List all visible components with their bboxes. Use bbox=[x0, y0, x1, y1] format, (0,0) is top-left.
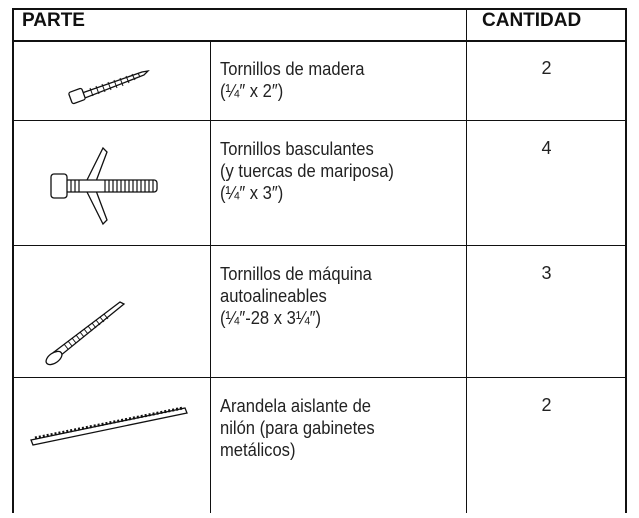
description-line: (¼″-28 x 3¼″) bbox=[220, 308, 322, 328]
border bbox=[12, 245, 627, 246]
quantity: 2 bbox=[541, 58, 552, 78]
border bbox=[12, 120, 627, 121]
quantity: 4 bbox=[541, 138, 552, 158]
description-line: (¼″ x 3″) bbox=[220, 183, 284, 203]
border bbox=[466, 8, 467, 513]
description-line: Arandela aislante de bbox=[220, 396, 371, 416]
border bbox=[12, 8, 14, 513]
machine-screw-icon bbox=[45, 301, 126, 366]
description-line: nilón (para gabinetes bbox=[220, 418, 375, 438]
wood-screw-icon bbox=[68, 70, 150, 105]
description-line: Tornillos de máquina bbox=[220, 264, 372, 284]
border bbox=[625, 8, 627, 513]
quantity: 3 bbox=[541, 263, 552, 283]
description-line: metálicos) bbox=[220, 440, 296, 460]
description-line: autoalineables bbox=[220, 286, 327, 306]
part-description: Tornillos basculantes (y tuercas de marip… bbox=[220, 138, 394, 204]
insulating-washer-icon bbox=[30, 406, 188, 446]
toggle-bolt-icon bbox=[50, 146, 158, 226]
border bbox=[12, 40, 627, 42]
border bbox=[210, 40, 211, 513]
description-line: Tornillos de madera bbox=[220, 59, 365, 79]
header-cell: PARTE bbox=[22, 10, 85, 31]
border bbox=[12, 8, 627, 10]
border bbox=[12, 377, 627, 378]
description-line: Tornillos basculantes bbox=[220, 139, 374, 159]
part-description: Tornillos de máquina autoalineables (¼″-28… bbox=[220, 263, 372, 329]
quantity: 2 bbox=[541, 395, 552, 415]
header-cell: CANTIDAD bbox=[482, 10, 582, 31]
description-line: (y tuercas de mariposa) bbox=[220, 161, 394, 181]
description-line: (¼″ x 2″) bbox=[220, 81, 284, 101]
part-description: Tornillos de madera (¼″ x 2″) bbox=[220, 58, 365, 102]
part-description: Arandela aislante de nilón (para gabinete… bbox=[220, 395, 375, 461]
